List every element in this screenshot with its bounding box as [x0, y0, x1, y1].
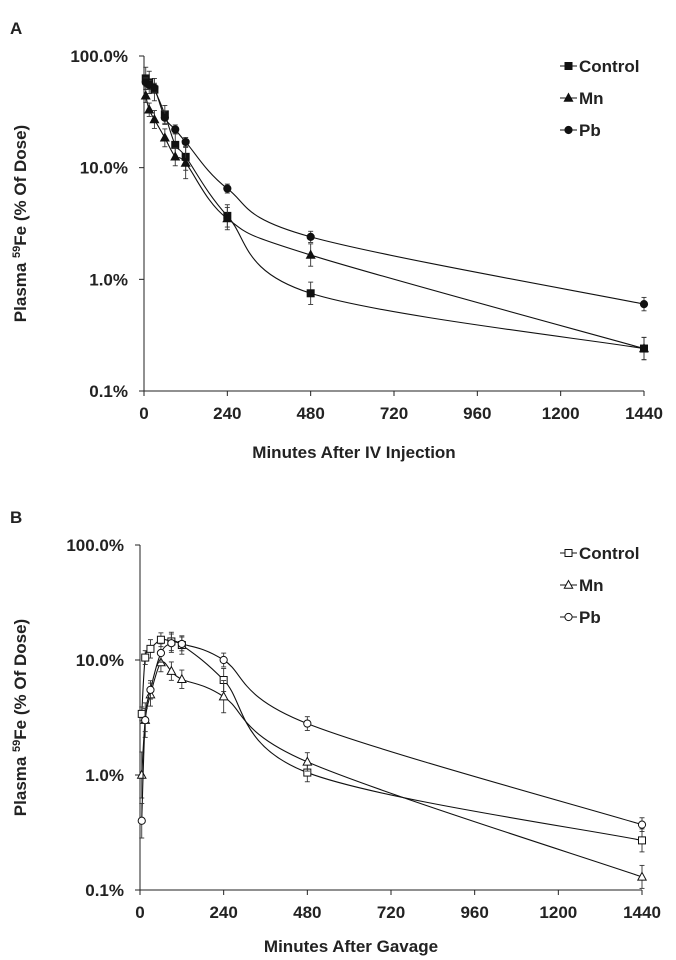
series-mn	[140, 88, 650, 361]
x-tick-label: 1440	[623, 903, 661, 922]
series-line	[145, 95, 645, 350]
legend-item-pb: Pb	[560, 121, 601, 140]
data-point	[146, 644, 155, 653]
data-point	[171, 125, 180, 134]
data-point	[171, 140, 180, 149]
legend-item-pb: Pb	[560, 608, 601, 627]
x-tick-label: 240	[213, 404, 241, 423]
data-point	[638, 342, 650, 353]
data-point	[137, 816, 146, 825]
legend-item-mn: Mn	[560, 576, 604, 595]
data-point	[176, 673, 187, 683]
series-line	[141, 661, 643, 878]
series-line	[141, 641, 643, 826]
x-tick-label: 0	[139, 404, 148, 423]
data-point	[156, 635, 165, 644]
legend-marker	[564, 549, 573, 557]
data-point	[306, 232, 315, 241]
data-point	[177, 639, 186, 649]
x-tick-label: 1200	[542, 404, 580, 423]
legend-marker	[564, 612, 573, 622]
data-point	[181, 137, 190, 147]
y-tick-label: 10.0%	[80, 159, 128, 178]
panel-letter: B	[10, 508, 22, 527]
y-axis-title: Plasma 59Fe (% Of Dose)	[11, 125, 30, 322]
data-point	[141, 716, 150, 725]
data-point	[218, 691, 229, 701]
data-point	[306, 289, 315, 298]
x-axis-title: Minutes After IV Injection	[252, 443, 455, 462]
panel-letter: A	[10, 19, 22, 38]
y-tick-label: 100.0%	[70, 47, 128, 66]
chart-panel-a: A 0.1% 1.0% 10.0% 100.0% 0 240 480 720 960 1200 144…	[10, 19, 663, 462]
legend-label: Control	[579, 544, 639, 563]
series-pb	[137, 633, 647, 839]
data-point	[160, 113, 169, 122]
data-point	[146, 685, 155, 694]
data-point	[167, 639, 176, 648]
legend-label: Pb	[579, 121, 601, 140]
x-tick-label: 960	[463, 404, 491, 423]
data-point	[170, 151, 181, 161]
legend-label: Mn	[579, 576, 604, 595]
data-point	[637, 820, 647, 829]
legend-marker	[564, 62, 573, 70]
legend-item-control: Control	[560, 57, 639, 76]
y-axis-title: Plasma 59Fe (% Of Dose)	[11, 619, 30, 816]
series-line	[145, 81, 645, 305]
x-tick-label: 720	[380, 404, 408, 423]
y-tick-label: 0.1%	[85, 881, 124, 900]
legend-marker	[563, 579, 574, 589]
series-pb	[141, 77, 649, 312]
series-line	[141, 638, 643, 841]
legend-label: Pb	[579, 608, 601, 627]
data-point	[141, 653, 150, 662]
y-tick-label: 1.0%	[85, 766, 124, 785]
series-mn	[136, 652, 648, 889]
data-point	[156, 648, 166, 658]
x-tick-label: 240	[209, 903, 237, 922]
y-tick-label: 1.0%	[89, 270, 128, 289]
data-point	[150, 83, 159, 92]
x-tick-label: 1200	[539, 903, 577, 922]
data-point	[180, 157, 191, 167]
data-point	[302, 756, 313, 766]
x-tick-label: 960	[460, 903, 488, 922]
data-point	[303, 719, 312, 728]
legend-item-control: Control	[560, 544, 639, 563]
data-point	[166, 665, 177, 675]
x-axis-title: Minutes After Gavage	[264, 937, 438, 956]
data-point	[144, 104, 155, 114]
x-tick-label: 1440	[625, 404, 663, 423]
y-tick-label: 100.0%	[66, 536, 124, 555]
data-point	[223, 184, 232, 193]
data-point	[140, 90, 151, 100]
x-tick-label: 720	[377, 903, 405, 922]
data-point	[636, 871, 648, 881]
data-point	[639, 300, 649, 309]
y-tick-label: 0.1%	[89, 382, 128, 401]
data-point	[305, 249, 316, 259]
data-point	[219, 655, 228, 665]
data-point	[222, 213, 233, 223]
chart-panel-b: B 0.1% 1.0% 10.0% 100.0% 0 240 480 720 960 1200 144…	[10, 508, 661, 956]
legend-marker	[564, 125, 573, 135]
x-tick-label: 480	[296, 404, 324, 423]
data-point	[149, 113, 160, 124]
legend-item-mn: Mn	[560, 89, 604, 108]
x-tick-label: 0	[135, 903, 144, 922]
x-tick-label: 480	[293, 903, 321, 922]
legend-label: Mn	[579, 89, 604, 108]
y-tick-label: 10.0%	[76, 651, 124, 670]
series-control	[137, 631, 646, 853]
data-point	[159, 132, 170, 142]
legend-marker	[563, 92, 574, 102]
data-point	[136, 769, 147, 779]
legend-label: Control	[579, 57, 639, 76]
data-point	[638, 836, 646, 845]
series-control	[141, 66, 648, 361]
